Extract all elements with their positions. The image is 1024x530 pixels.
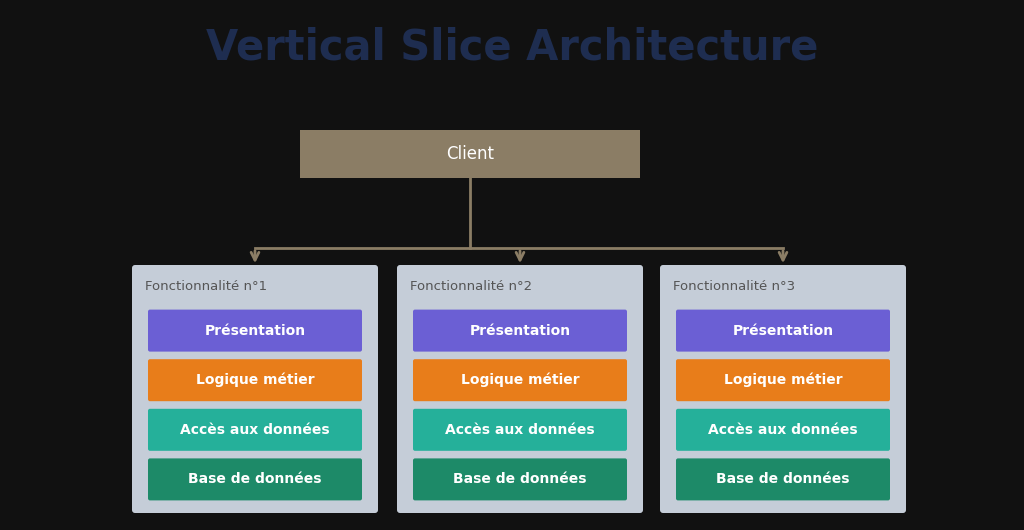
Text: Présentation: Présentation bbox=[205, 324, 305, 338]
FancyBboxPatch shape bbox=[413, 458, 627, 500]
FancyBboxPatch shape bbox=[413, 409, 627, 451]
FancyBboxPatch shape bbox=[300, 130, 640, 178]
Text: Logique métier: Logique métier bbox=[461, 373, 580, 387]
Text: Base de données: Base de données bbox=[716, 472, 850, 487]
Text: Fonctionnalité n°3: Fonctionnalité n°3 bbox=[673, 279, 795, 293]
FancyBboxPatch shape bbox=[676, 458, 890, 500]
FancyBboxPatch shape bbox=[413, 359, 627, 401]
Text: Base de données: Base de données bbox=[188, 472, 322, 487]
FancyBboxPatch shape bbox=[148, 458, 362, 500]
FancyBboxPatch shape bbox=[132, 265, 378, 513]
Text: Accès aux données: Accès aux données bbox=[180, 423, 330, 437]
FancyBboxPatch shape bbox=[676, 409, 890, 451]
Text: Fonctionnalité n°1: Fonctionnalité n°1 bbox=[145, 279, 267, 293]
FancyBboxPatch shape bbox=[660, 265, 906, 513]
FancyBboxPatch shape bbox=[148, 310, 362, 351]
Text: Logique métier: Logique métier bbox=[196, 373, 314, 387]
FancyBboxPatch shape bbox=[676, 310, 890, 351]
FancyBboxPatch shape bbox=[397, 265, 643, 513]
Text: Fonctionnalité n°2: Fonctionnalité n°2 bbox=[410, 279, 532, 293]
FancyBboxPatch shape bbox=[676, 359, 890, 401]
Text: Accès aux données: Accès aux données bbox=[445, 423, 595, 437]
FancyBboxPatch shape bbox=[413, 310, 627, 351]
Text: Base de données: Base de données bbox=[454, 472, 587, 487]
FancyBboxPatch shape bbox=[148, 409, 362, 451]
Text: Client: Client bbox=[446, 145, 494, 163]
Text: Présentation: Présentation bbox=[469, 324, 570, 338]
Text: Vertical Slice Architecture: Vertical Slice Architecture bbox=[206, 27, 818, 69]
Text: Présentation: Présentation bbox=[732, 324, 834, 338]
Text: Logique métier: Logique métier bbox=[724, 373, 843, 387]
FancyBboxPatch shape bbox=[148, 359, 362, 401]
Text: Accès aux données: Accès aux données bbox=[709, 423, 858, 437]
